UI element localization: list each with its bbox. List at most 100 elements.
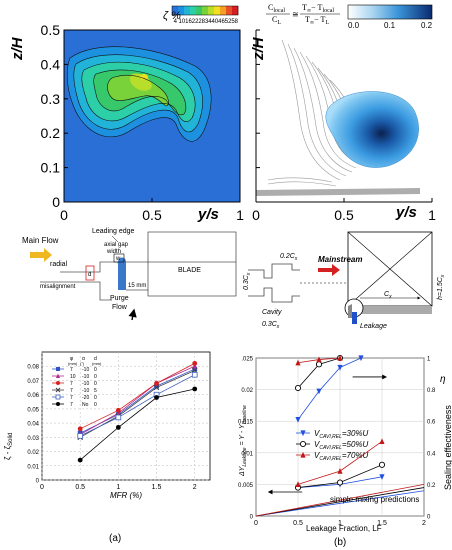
chart-a-frame bbox=[41, 351, 211, 481]
chart-b-xtick: 0 bbox=[254, 520, 258, 527]
concentration-formula: Clocal CL ≅ T∞− Tlocal T∞− TL bbox=[266, 3, 340, 26]
concentration-ylabel: z/H bbox=[250, 36, 267, 61]
chart-b-y2tick: 0.8 bbox=[427, 388, 436, 394]
chart-b-ytick: 0.005 bbox=[238, 483, 254, 489]
chart-b-eta-point bbox=[358, 355, 364, 362]
chart-a-legend-marker bbox=[55, 387, 61, 393]
chart-b-eta-point bbox=[295, 359, 301, 366]
zeta-xtick: 0 bbox=[60, 207, 68, 223]
formula-right-den: T bbox=[305, 15, 310, 24]
chart-a-legend: φ α d(mm) (°) (mm)7 -10 010 -10 07 -10 07 -10 57 -20 0… bbox=[52, 356, 102, 408]
blade-label: BLADE bbox=[178, 267, 201, 274]
misalignment-label: misalignment bbox=[40, 284, 76, 290]
chart-a-legend-header: φ bbox=[70, 356, 74, 362]
chart-a-xtick: 0.5 bbox=[75, 484, 85, 491]
zeta-colorbar-swatch bbox=[184, 6, 191, 15]
chart-b-loss-point bbox=[378, 461, 386, 468]
formula-left-den: C bbox=[272, 15, 277, 24]
chart-a-point bbox=[191, 371, 198, 378]
purge-label: Purge bbox=[110, 295, 129, 302]
zeta-colorbar bbox=[171, 5, 239, 16]
chart-a-ylabel: ζ - ζ bbox=[3, 445, 12, 460]
chart-a-caption: (a) bbox=[109, 533, 121, 544]
h-label-sub: x bbox=[440, 274, 446, 278]
chart-a-legend-marker bbox=[56, 373, 60, 378]
contour-panel-zeta: ζ % 4 10 16 22 28 34 40 46 52 58 00.10.20.30.40.5… bbox=[9, 5, 244, 223]
chart-b-legend: VCAVI,REL=30%UVCAVI,REL=50%UVCAVI,REL=70… bbox=[296, 429, 369, 462]
chart-b-ylabel-sub2: Baseline bbox=[242, 405, 248, 424]
formula-right-num-sub1: ∞ bbox=[307, 8, 311, 14]
chart-b-y2tick: 0 bbox=[427, 515, 431, 521]
chart-b-ylabel-rest: = Y - Y bbox=[239, 423, 246, 447]
zeta-colorbar-swatch bbox=[214, 6, 221, 15]
chart-b-xtick: 0.5 bbox=[293, 520, 303, 527]
chart-a-legend-value: 0 bbox=[94, 367, 97, 373]
chart-a-legend-value: -10 bbox=[82, 374, 89, 380]
svg-text:Cx: Cx bbox=[384, 291, 392, 300]
svg-text:0.3Cx: 0.3Cx bbox=[243, 272, 252, 290]
dim-03: 0.3C bbox=[243, 274, 250, 290]
chart-a-ytick: 0.01 bbox=[27, 464, 39, 470]
chart-b-y2tick: 0.4 bbox=[427, 451, 436, 457]
formula-right-num-minus: − T bbox=[311, 3, 322, 12]
zeta-contour-plot bbox=[63, 29, 241, 203]
zeta-ytick: 0.3 bbox=[41, 91, 61, 107]
cx-sub: x bbox=[388, 294, 392, 300]
svg-text:CL: CL bbox=[272, 15, 281, 26]
chart-a-point bbox=[153, 384, 160, 391]
zeta-colorbar-ticks: 4 10 16 22 28 34 40 46 52 58 bbox=[174, 19, 239, 25]
chart-a-ytick: 0.07 bbox=[27, 379, 39, 385]
dim-03b: 0.3C bbox=[262, 321, 278, 328]
zeta-colorbar-swatch bbox=[178, 6, 185, 15]
chart-b-annotation: simple mixing predictions bbox=[330, 495, 419, 504]
chart-a-legend-unit: (°) bbox=[80, 361, 85, 366]
zeta-ytick: 0.2 bbox=[41, 125, 61, 141]
chart-b-loss-point bbox=[379, 474, 385, 480]
chart-a-legend-header: α bbox=[82, 356, 85, 362]
chart-b-xlabel: Leakage Fraction, LF bbox=[306, 524, 382, 533]
concentration-tick-1: 0.1 bbox=[384, 21, 396, 30]
chart-b-ylabel: ΔY bbox=[239, 465, 246, 477]
zeta-colorbar-tick: 4 bbox=[174, 19, 178, 25]
chart-a-legend-value: 0 bbox=[94, 374, 97, 380]
concentration-axes: 0 0.5 1 bbox=[252, 29, 436, 223]
chart-a-legend-value: 7 bbox=[70, 381, 73, 387]
chart-b-eta-point bbox=[295, 417, 301, 423]
radial-label: radial bbox=[50, 261, 68, 268]
zeta-colorbar-tick: 34 bbox=[205, 19, 212, 25]
zeta-colorbar-tick: 10 bbox=[179, 19, 186, 25]
svg-text:0.2Cx: 0.2Cx bbox=[280, 253, 298, 262]
formula-left-num: C bbox=[268, 3, 273, 12]
chart-a-legend-value: -10 bbox=[82, 388, 89, 394]
chart-a-ytick: 0 bbox=[36, 479, 40, 485]
chart-a-series-line bbox=[80, 368, 195, 434]
chart-a-series-line bbox=[79, 388, 195, 461]
concentration-contour-plot bbox=[255, 30, 432, 203]
chart-a-point bbox=[154, 380, 159, 386]
svg-text:ΔYLeakage = Y - YBaseline: ΔYLeakage = Y - YBaseline bbox=[239, 405, 248, 477]
chart-b-eta-line bbox=[297, 357, 362, 420]
chart-a-point bbox=[192, 363, 198, 369]
chart-b-ytick: 0 bbox=[250, 515, 254, 521]
zeta-xlabel: y/s bbox=[197, 206, 219, 223]
chart-a-legend-unit: (mm) bbox=[68, 361, 78, 366]
chart-b-ylabel-sub: Leakage bbox=[242, 447, 248, 466]
chart-a-legend-value: 7 bbox=[70, 402, 73, 408]
chart-b-eta-point bbox=[316, 356, 322, 363]
zeta-colorbar-tick: 40 bbox=[212, 19, 219, 25]
zeta-colorbar-swatch bbox=[232, 6, 239, 15]
cavity-label: Cavity bbox=[262, 309, 282, 316]
chart-a-ytick: 0.08 bbox=[27, 365, 39, 371]
chart-b-legend-label: VCAVI,REL=50%U bbox=[314, 440, 369, 451]
chart-a-legend-value: 0 bbox=[94, 395, 97, 401]
schematic-cavity: 0.2Cx 0.3Cx Cavity 0.3Cx Mainstream h=1.… bbox=[243, 231, 446, 330]
chart-b-mixing-line bbox=[255, 487, 425, 517]
chart-b-eta-point bbox=[337, 364, 343, 371]
chart-a-legend-value: No bbox=[82, 402, 89, 408]
main-flow-label: Main Flow bbox=[22, 236, 59, 245]
zeta-colorbar-tick: 58 bbox=[231, 19, 238, 25]
dim-02-sub: x bbox=[294, 256, 298, 262]
zeta-colorbar-swatch bbox=[190, 6, 197, 15]
svg-text:T∞− TL: T∞− TL bbox=[305, 15, 329, 26]
